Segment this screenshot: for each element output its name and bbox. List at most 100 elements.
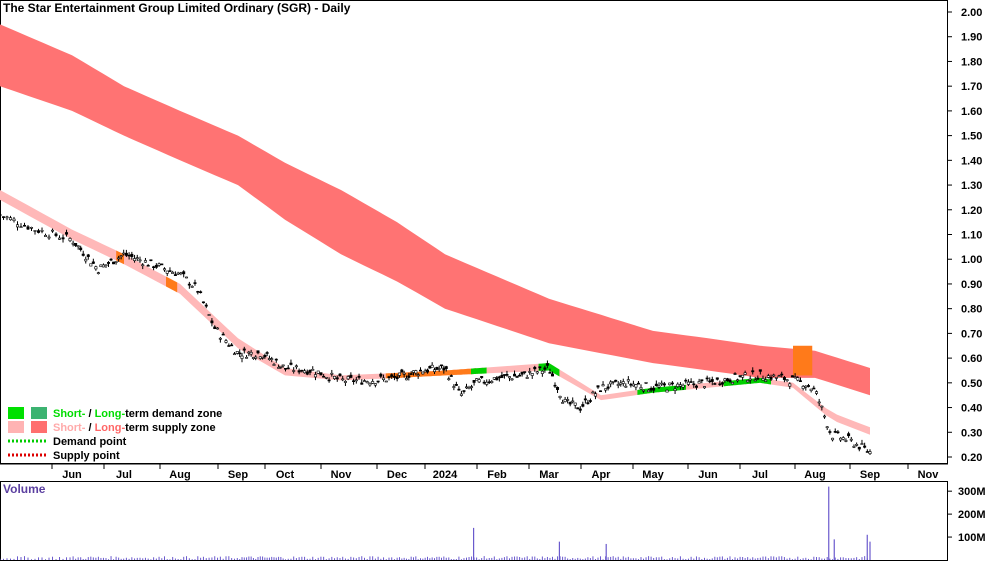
candle: [143, 257, 147, 263]
candle: [400, 368, 404, 373]
candle: [204, 303, 208, 309]
candle-body: [242, 348, 246, 351]
candle: [286, 365, 290, 370]
candle: [245, 355, 249, 359]
candle-body: [485, 381, 489, 385]
candle-body: [47, 236, 51, 239]
zones-layer: [0, 24, 870, 435]
candle-body: [756, 377, 760, 380]
candle: [117, 255, 121, 262]
candle: [16, 221, 20, 231]
candle-body: [449, 375, 453, 377]
candle-body: [804, 385, 808, 388]
candle-body: [692, 383, 696, 386]
candle: [533, 365, 537, 372]
candle-body: [135, 257, 139, 259]
candle: [235, 351, 239, 355]
candle-body: [76, 245, 80, 248]
volume-label: Volume: [3, 482, 46, 496]
candle: [657, 382, 661, 390]
candle: [815, 390, 819, 396]
candle: [5, 215, 9, 221]
candle-body: [578, 408, 582, 411]
candle: [201, 301, 205, 304]
candle-body: [322, 375, 326, 378]
candle: [221, 332, 225, 336]
candle: [316, 370, 320, 375]
candle: [407, 372, 411, 381]
candle-body: [855, 443, 859, 446]
candle: [300, 369, 304, 373]
candle-body: [772, 374, 776, 377]
candle: [61, 234, 65, 243]
price-tick-label: 1.40: [961, 155, 982, 167]
candle-body: [502, 374, 506, 376]
price-tick-label: 2.00: [961, 7, 982, 19]
candle-body: [777, 375, 781, 378]
candle: [583, 395, 587, 404]
candle-body: [670, 382, 674, 385]
candle: [119, 255, 123, 260]
candle-body: [133, 258, 137, 261]
candle-body: [852, 446, 856, 448]
candle: [112, 261, 116, 265]
candle: [670, 381, 674, 386]
candle-body: [74, 243, 78, 246]
candle: [343, 380, 347, 386]
candle-body: [588, 400, 592, 402]
candle-body: [19, 226, 23, 228]
candle: [54, 232, 58, 238]
candle: [472, 380, 476, 386]
candle: [812, 385, 816, 390]
candle: [30, 226, 34, 232]
candle-body: [210, 320, 214, 324]
price-tick-label: 1.60: [961, 106, 982, 118]
candle-body: [619, 382, 623, 385]
candle-body: [173, 274, 177, 276]
candle-body: [284, 367, 288, 370]
candle-body: [860, 443, 864, 445]
candle-body: [409, 373, 413, 375]
candle: [748, 375, 752, 384]
candle-body: [825, 426, 829, 429]
candle-body: [91, 261, 95, 264]
candle: [586, 399, 590, 405]
candle: [785, 379, 789, 383]
candle: [452, 384, 456, 391]
candle-body: [686, 381, 690, 385]
candle: [303, 368, 307, 374]
candle-body: [548, 372, 552, 374]
candle-body: [397, 372, 401, 376]
price-candles: [0, 214, 872, 455]
candle: [523, 371, 527, 375]
candle-body: [796, 377, 800, 381]
candle-body: [571, 400, 575, 403]
candle-body: [354, 379, 358, 382]
candle-body: [58, 237, 62, 240]
candle-body: [720, 382, 724, 385]
candle: [507, 376, 511, 382]
candle-body: [841, 437, 845, 440]
candle-body: [382, 377, 386, 380]
candle-body: [718, 383, 722, 386]
candle-body: [218, 337, 222, 340]
candle: [841, 436, 845, 441]
candle-body: [324, 377, 328, 379]
candle: [305, 369, 309, 376]
candle: [839, 437, 843, 442]
candle: [254, 355, 258, 361]
candle: [402, 370, 406, 378]
candle-body: [404, 378, 408, 381]
candle-body: [400, 369, 404, 373]
candle-body: [94, 266, 98, 270]
candle-body: [30, 226, 34, 229]
candle-body: [362, 380, 366, 382]
candle-body: [81, 253, 85, 256]
candle: [124, 249, 128, 258]
candle-body: [868, 451, 872, 454]
price-tick-label: 1.20: [961, 205, 982, 217]
candle-body: [349, 374, 353, 378]
candle: [19, 223, 23, 228]
candle: [505, 370, 509, 377]
candle: [104, 264, 108, 268]
